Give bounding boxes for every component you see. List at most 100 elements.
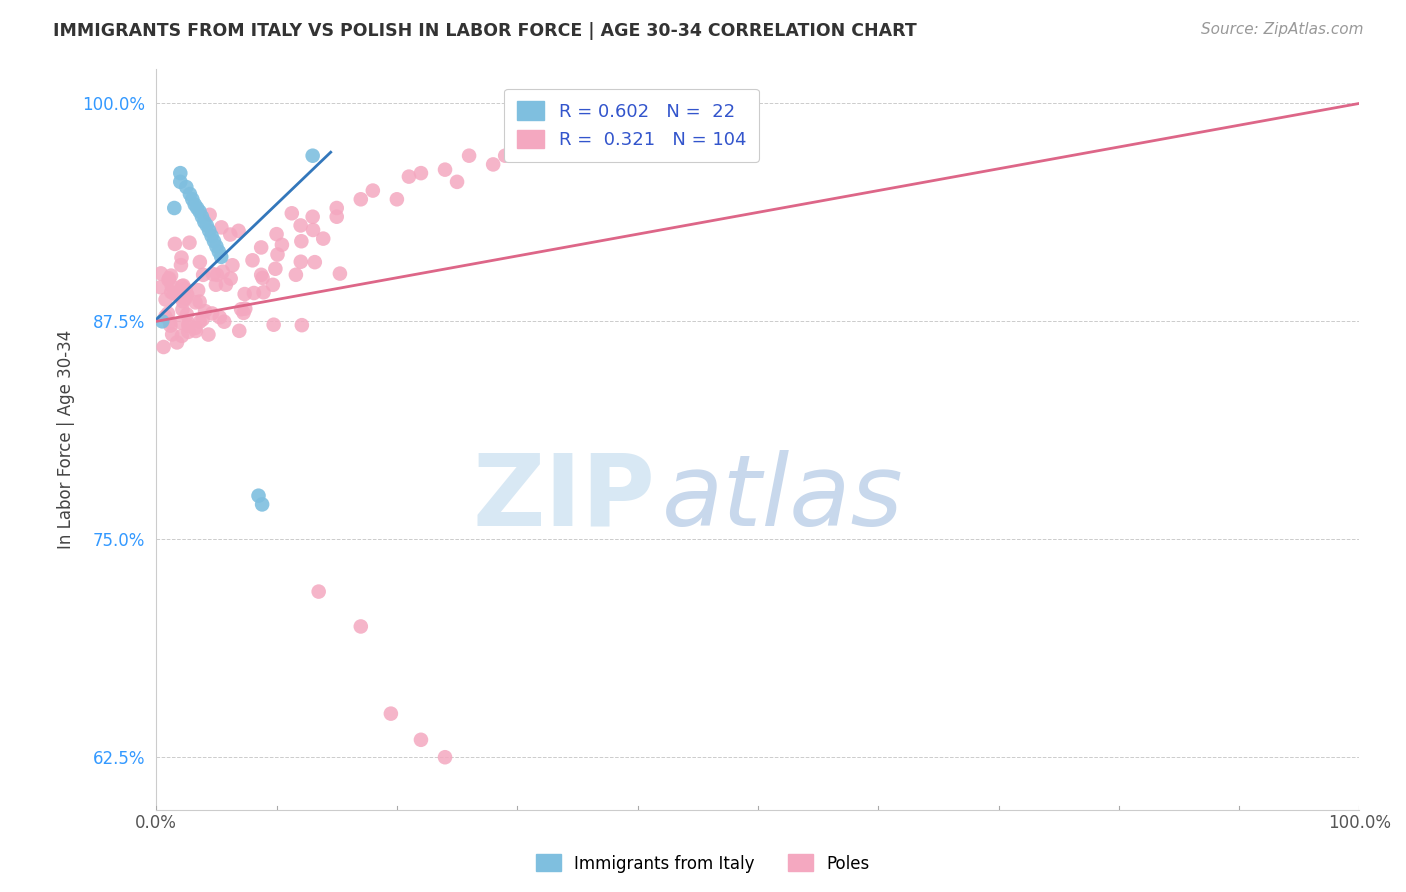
Point	[194, 304, 217, 318]
Point	[198, 208, 221, 222]
Point	[157, 273, 180, 287]
Point	[176, 287, 198, 301]
Point	[290, 219, 312, 233]
Point	[494, 149, 516, 163]
Point	[201, 306, 224, 320]
Point	[350, 192, 373, 206]
Point	[266, 227, 288, 242]
Point	[174, 282, 197, 296]
Point	[409, 166, 432, 180]
Point	[184, 197, 207, 211]
Legend: Immigrants from Italy, Poles: Immigrants from Italy, Poles	[530, 847, 876, 880]
Point	[157, 271, 180, 285]
Point	[184, 324, 207, 338]
Point	[197, 327, 219, 342]
Point	[159, 315, 181, 329]
Point	[250, 497, 273, 511]
Point	[176, 180, 198, 194]
Point	[188, 294, 211, 309]
Legend: R = 0.602   N =  22, R =  0.321   N = 104: R = 0.602 N = 22, R = 0.321 N = 104	[505, 88, 759, 161]
Point	[229, 302, 252, 317]
Point	[170, 279, 193, 293]
Point	[304, 255, 326, 269]
Text: IMMIGRANTS FROM ITALY VS POLISH IN LABOR FORCE | AGE 30-34 CORRELATION CHART: IMMIGRANTS FROM ITALY VS POLISH IN LABOR…	[53, 22, 917, 40]
Point	[291, 318, 314, 333]
Point	[308, 584, 330, 599]
Point	[150, 314, 173, 328]
Point	[149, 266, 172, 280]
Point	[205, 268, 228, 282]
Point	[434, 750, 457, 764]
Point	[193, 215, 215, 229]
Point	[266, 247, 288, 261]
Point	[170, 329, 193, 343]
Point	[170, 258, 193, 272]
Point	[172, 294, 194, 309]
Point	[262, 277, 284, 292]
Point	[233, 287, 256, 301]
Point	[211, 265, 233, 279]
Text: atlas: atlas	[662, 450, 903, 547]
Point	[243, 285, 266, 300]
Point	[290, 254, 312, 268]
Point	[301, 210, 323, 224]
Text: ZIP: ZIP	[472, 450, 655, 547]
Point	[179, 187, 201, 202]
Point	[169, 166, 191, 180]
Point	[191, 268, 214, 282]
Point	[263, 318, 285, 332]
Point	[155, 310, 177, 324]
Point	[202, 234, 225, 248]
Point	[208, 310, 231, 325]
Point	[219, 271, 242, 285]
Point	[186, 201, 208, 215]
Point	[184, 295, 207, 310]
Point	[155, 293, 177, 307]
Point	[188, 315, 211, 329]
Point	[177, 317, 200, 331]
Point	[208, 244, 231, 259]
Point	[163, 286, 186, 301]
Point	[361, 184, 384, 198]
Point	[174, 292, 197, 306]
Point	[179, 235, 201, 250]
Point	[176, 308, 198, 322]
Point	[329, 267, 352, 281]
Point	[301, 149, 323, 163]
Point	[191, 312, 214, 326]
Point	[187, 283, 209, 297]
Point	[163, 236, 186, 251]
Point	[212, 315, 235, 329]
Point	[170, 316, 193, 330]
Y-axis label: In Labor Force | Age 30-34: In Labor Force | Age 30-34	[58, 329, 75, 549]
Point	[250, 240, 273, 254]
Point	[228, 324, 250, 338]
Point	[184, 321, 207, 335]
Point	[312, 232, 335, 246]
Point	[156, 306, 179, 320]
Point	[163, 201, 186, 215]
Point	[281, 206, 304, 220]
Point	[160, 268, 183, 283]
Point	[181, 192, 204, 206]
Point	[271, 237, 294, 252]
Point	[350, 619, 373, 633]
Point	[177, 318, 200, 333]
Point	[149, 280, 172, 294]
Point	[209, 250, 232, 264]
Point	[247, 489, 270, 503]
Point	[264, 261, 287, 276]
Point	[176, 286, 198, 301]
Point	[302, 223, 325, 237]
Point	[188, 255, 211, 269]
Point	[201, 267, 224, 281]
Point	[200, 228, 222, 243]
Point	[250, 268, 273, 282]
Point	[152, 340, 174, 354]
Point	[398, 169, 420, 184]
Point	[482, 157, 505, 171]
Point	[172, 278, 194, 293]
Point	[177, 325, 200, 339]
Point	[209, 220, 232, 235]
Point	[325, 201, 347, 215]
